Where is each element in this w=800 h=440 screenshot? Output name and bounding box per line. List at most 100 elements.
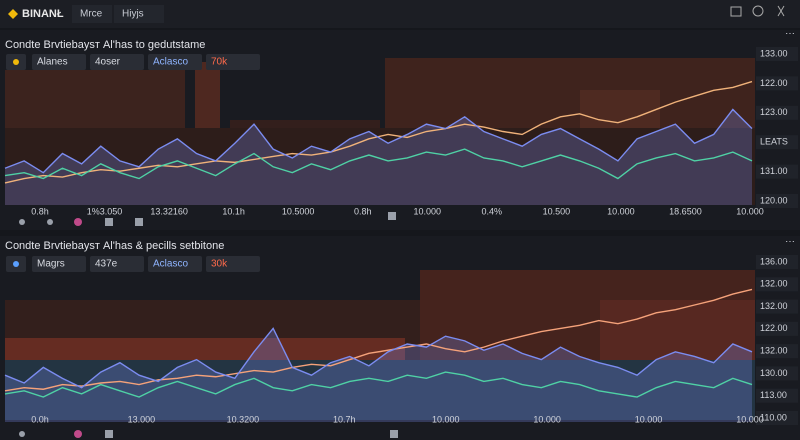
toolbar-button[interactable] (90, 256, 144, 272)
tab[interactable] (114, 5, 164, 23)
x-label: 10.5000 (282, 206, 315, 216)
chart-title: Condte Brvtiebaysт Al'has & pecills setb… (5, 240, 224, 252)
price-label-bg (756, 194, 798, 208)
tab-label[interactable]: Mrce (80, 9, 103, 20)
chart-title: Condte Brvtiebaysт Al'has to gedutstame (5, 39, 205, 51)
x-label: 10.3200 (227, 414, 260, 424)
toolbar-button-label[interactable]: 4oser (95, 57, 121, 68)
price-label-bg (756, 76, 798, 91)
price-label: 132.00 (760, 279, 788, 289)
price-label-bg (756, 388, 798, 403)
x-label: 10.000 (414, 206, 442, 216)
price-label: 120.00 (760, 195, 788, 205)
icon[interactable] (105, 430, 113, 438)
x-label: 10.000 (607, 206, 635, 216)
x-label: 1%3.050 (87, 206, 123, 216)
price-label-bg (756, 411, 798, 425)
price-label: 122.00 (760, 78, 788, 88)
price-label: 110.00 (760, 412, 787, 422)
x-label: 10.000 (432, 414, 460, 424)
price-label-bg (756, 255, 798, 269)
heat-background (5, 58, 755, 205)
price-label-bg (756, 105, 798, 120)
price-label-bg (756, 135, 798, 150)
toolbar-button-label[interactable]: Magrs (37, 259, 65, 270)
toolbar-button[interactable] (206, 54, 260, 70)
toolbar-button[interactable] (148, 54, 202, 70)
price-label-bg (756, 344, 798, 359)
price-label: 136.00 (760, 256, 788, 266)
icon[interactable] (752, 5, 764, 17)
toolbar-button[interactable] (148, 256, 202, 272)
toolbar-button-label[interactable]: Aclasco (153, 259, 188, 270)
logo-icon (8, 9, 18, 19)
icon[interactable] (13, 261, 19, 267)
icon[interactable] (19, 219, 25, 225)
price-label: 131.00 (760, 166, 788, 176)
line (4, 371, 753, 398)
line (4, 148, 753, 180)
toolbar-button-label[interactable]: 30k (211, 259, 228, 270)
x-label: 0.8h (354, 206, 372, 216)
price-label: 130.00 (760, 368, 788, 378)
icon[interactable] (388, 212, 396, 220)
toolbar-button[interactable] (32, 54, 86, 70)
toolbar-button-label[interactable]: Alanes (37, 57, 68, 68)
icon[interactable] (390, 430, 398, 438)
heat-background (5, 270, 755, 420)
x-label: 0.8h (31, 206, 49, 216)
icon[interactable] (47, 219, 53, 225)
x-label: 0.4% (482, 206, 503, 216)
x-label: 10.000 (736, 414, 764, 424)
price-label: 122.00 (760, 323, 788, 333)
logo: BINANŁ (22, 8, 64, 20)
x-label: 13.000 (128, 414, 156, 424)
line (4, 288, 753, 392)
x-label: 10.7h (333, 414, 356, 424)
toolbar-button[interactable] (206, 256, 260, 272)
line (4, 327, 753, 389)
tab-label[interactable]: Hiyjs (122, 9, 144, 20)
price-label: 123.00 (760, 107, 788, 117)
tab[interactable] (72, 5, 112, 23)
x-label: 10.000 (736, 206, 764, 216)
price-label-bg (756, 277, 798, 292)
x-label: 10.000 (533, 414, 561, 424)
price-label-bg (756, 299, 798, 314)
icon[interactable] (19, 431, 25, 437)
price-label-bg (756, 164, 798, 179)
x-label: 0.0h (31, 414, 49, 424)
price-label-bg (756, 47, 798, 61)
price-label-bg (756, 321, 798, 336)
price-label: 132.00 (760, 346, 788, 356)
toolbar (19, 212, 398, 438)
price-label: 113.00 (760, 390, 787, 400)
x-label: 10.500 (543, 206, 571, 216)
price-label: 132.00 (760, 301, 788, 311)
icon[interactable] (730, 6, 742, 17)
more-menu[interactable]: ⋯ (785, 29, 795, 40)
price-label-bg (756, 366, 798, 381)
icon[interactable] (777, 5, 785, 17)
toolbar-button-label[interactable]: 70k (211, 57, 228, 68)
toolbar-button-label[interactable]: 437e (95, 259, 118, 270)
toolbar-button-label[interactable]: Aclasco (153, 57, 188, 68)
icon[interactable] (74, 430, 82, 438)
x-label: 10.1h (222, 206, 245, 216)
price-label: 133.00 (760, 48, 788, 58)
price-label: LEATS (760, 137, 788, 147)
icon[interactable] (105, 218, 113, 226)
x-label: 10.000 (635, 414, 663, 424)
icon[interactable] (135, 218, 143, 226)
toolbar-button[interactable] (32, 256, 86, 272)
icon[interactable] (74, 218, 82, 226)
toolbar-button[interactable] (90, 54, 144, 70)
line (4, 108, 753, 174)
icon[interactable] (13, 59, 19, 65)
area (5, 328, 752, 422)
x-label: 13.32160 (150, 206, 188, 216)
x-label: 18.6500 (669, 206, 702, 216)
more-menu[interactable]: ⋯ (785, 237, 795, 248)
area (5, 109, 752, 205)
